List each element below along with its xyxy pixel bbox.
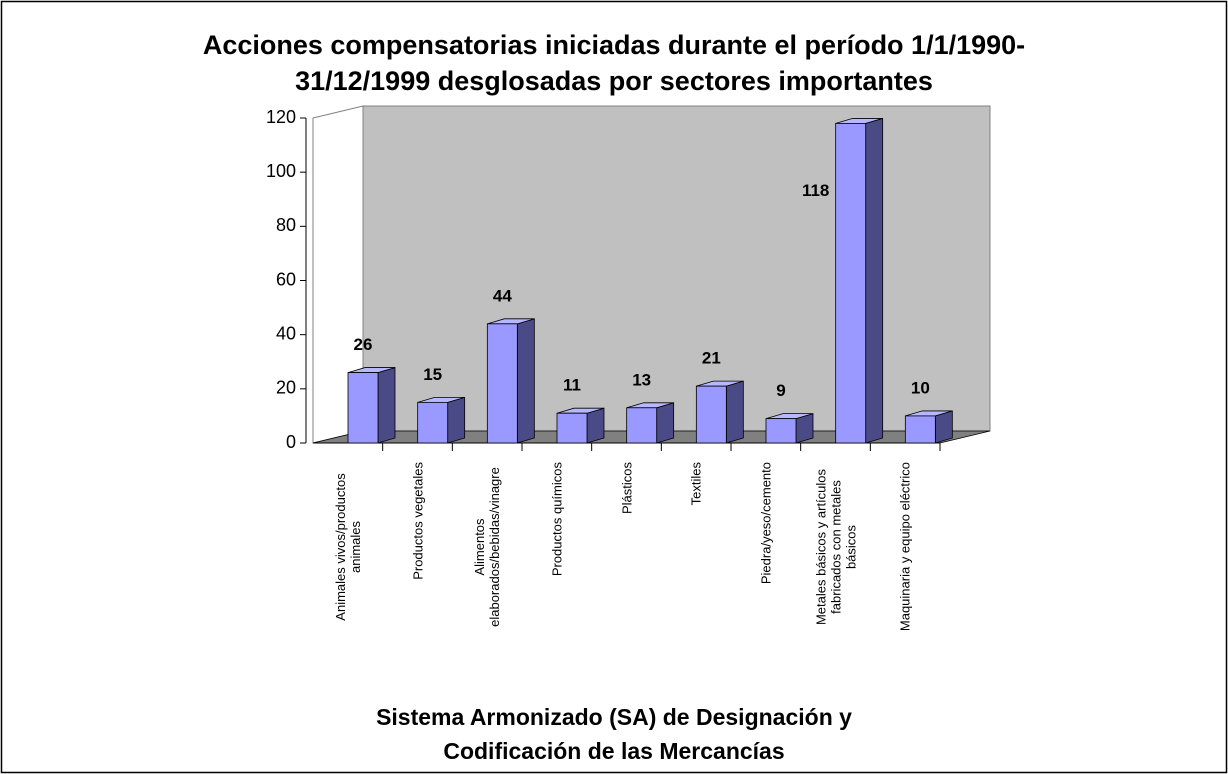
value-label: 26 [354,335,373,354]
value-label: 118 [802,181,829,200]
chart-title: Acciones compensatorias iniciadas durant… [202,30,1026,96]
y-tick-label: 120 [266,107,296,127]
bar-side [516,318,535,444]
x-tick-text: Piedra/yeso/cemento [758,462,774,585]
bar-side [656,402,675,444]
y-tick-label: 0 [286,432,296,452]
x-tick-text: Plásticos [619,462,634,515]
bar [835,123,867,444]
x-tick-label: Productos químicos [549,462,564,632]
bar-side [586,407,605,444]
bar-side [447,396,466,444]
value-label: 13 [632,370,651,389]
bar [904,415,936,444]
x-tick-label: Plásticos [619,462,634,632]
bar-side [934,410,953,444]
y-tick-label: 60 [276,269,296,289]
value-label: 15 [423,365,442,384]
value-label: 21 [702,349,721,368]
x-tick-text: Alimentos elaborados/bebidas/vinagre [472,467,503,627]
x-tick-text: Metales básicos y artículos fabricados c… [813,468,858,626]
y-tick-label: 80 [276,215,296,235]
value-label: 10 [911,378,930,397]
x-tick-label: Productos vegetales [410,462,425,632]
x-tick-label: Textiles [689,462,704,632]
bar [765,418,797,444]
x-tick-text: Animales vivos/productos animales [332,473,363,621]
value-label: 9 [776,381,785,400]
value-label: 11 [563,376,581,395]
bar-side [377,367,396,444]
x-tick-label: Maquinaria y equipo eléctrico [898,462,913,632]
bar [695,385,727,444]
x-tick-text: Productos vegetales [410,462,425,580]
back-wall [362,105,991,432]
x-tick-label: Alimentos elaborados/bebidas/vinagre [472,462,502,632]
bar-side [725,380,744,444]
value-label: 44 [493,286,512,305]
bar [417,401,449,444]
x-tick-label: Metales básicos y artículos fabricados c… [813,462,858,632]
x-tick-label: Animales vivos/productos animales [333,462,363,632]
bar [486,323,518,444]
x-tick-text: Textiles [688,462,704,506]
y-tick-label: 20 [276,378,296,398]
x-axis-title: Sistema Armonizado (SA) de Designación y… [376,704,852,764]
x-tick-label: Piedra/yeso/cemento [758,462,773,632]
bar [556,412,588,444]
y-tick-label: 40 [276,323,296,343]
bar [626,407,658,444]
y-tick-label: 100 [266,161,296,181]
x-tick-text: Productos químicos [549,462,565,577]
bar-side [865,117,884,444]
bar [347,372,379,444]
x-tick-text: Maquinaria y equipo eléctrico [897,462,913,632]
